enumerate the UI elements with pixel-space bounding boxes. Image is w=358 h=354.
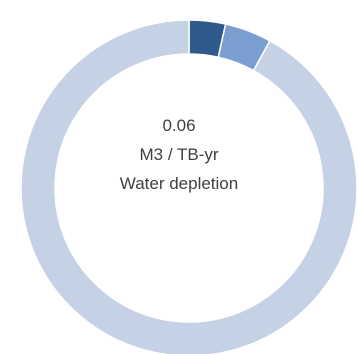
donut-slice-3: [20, 19, 358, 354]
center-label: Water depletion: [119, 174, 239, 193]
center-value: 0.06: [162, 116, 196, 135]
center-unit: M3 / TB-yr: [139, 145, 219, 164]
